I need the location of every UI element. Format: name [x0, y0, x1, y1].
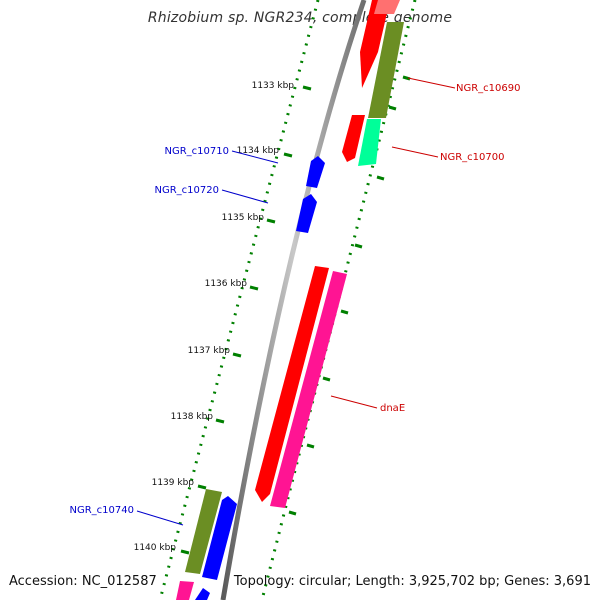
tick-label-1133: 1133 kbp	[252, 81, 295, 91]
gene-ngr-c10710-blue[interactable]	[306, 156, 325, 188]
kbp-tick-marks	[180, 75, 411, 555]
label-ngr-c10690[interactable]: NGR_c10690	[456, 83, 521, 94]
gene-ngr-c10740-blue[interactable]	[202, 496, 237, 580]
label-dnae[interactable]: dnaE	[380, 403, 405, 414]
tick-label-1137: 1137 kbp	[188, 346, 231, 356]
genome-backbone	[220, 0, 367, 600]
gene-lower-pink[interactable]	[176, 581, 194, 600]
gene-ngr-c10690-olive[interactable]	[368, 22, 404, 118]
gene-dnae-pink[interactable]	[270, 271, 347, 508]
gene-dnae-red[interactable]	[255, 266, 329, 502]
tick-label-1134: 1134 kbp	[237, 146, 280, 156]
label-ngr-c10700[interactable]: NGR_c10700	[440, 152, 505, 163]
leader-ngr-c10720	[221, 189, 269, 204]
leader-ngr-c10700	[391, 146, 439, 158]
gene-ngr-c10690-red-head[interactable]	[374, 0, 400, 14]
label-ngr-c10710[interactable]: NGR_c10710	[165, 146, 230, 157]
tick-label-1136: 1136 kbp	[205, 279, 248, 289]
tick-label-1135: 1135 kbp	[222, 213, 265, 223]
gene-ngr-c10720-blue[interactable]	[296, 194, 317, 233]
tick-label-1138: 1138 kbp	[171, 412, 214, 422]
gene-ngr-c10690-red[interactable]	[360, 0, 390, 88]
leader-dnae	[330, 395, 378, 409]
label-ngr-c10740[interactable]: NGR_c10740	[70, 505, 135, 516]
leader-ngr-c10710	[231, 150, 279, 164]
tick-label-1140: 1140 kbp	[134, 543, 177, 553]
label-ngr-c10720[interactable]: NGR_c10720	[155, 185, 220, 196]
leader-ngr-c10740	[136, 510, 184, 526]
gene-ngr-c10700-green[interactable]	[358, 119, 381, 166]
accession-text: Accession: NC_012587	[9, 574, 157, 589]
leader-ngr-c10690	[407, 77, 456, 89]
gene-lower-blue[interactable]	[195, 588, 210, 600]
topology-text: Topology: circular; Length: 3,925,702 bp…	[233, 574, 591, 589]
gene-ngr-c10700-red[interactable]	[342, 115, 365, 162]
gene-ngr-c10740-olive[interactable]	[185, 489, 222, 574]
tick-label-1139: 1139 kbp	[152, 478, 195, 488]
